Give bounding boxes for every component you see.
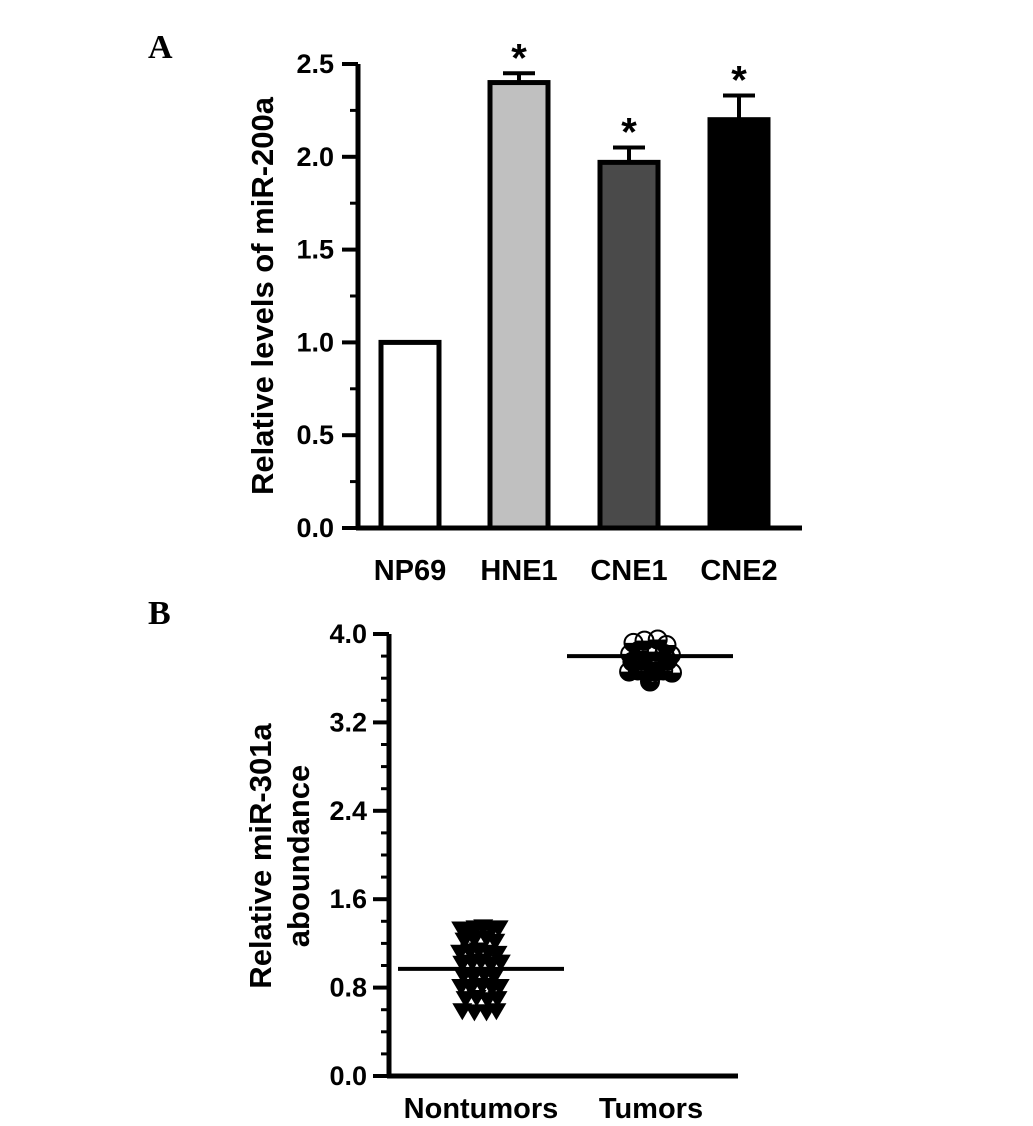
y-axis-title-line-1: Relative miR-301a (243, 723, 278, 989)
y-tick-label: 4.0 (329, 619, 367, 649)
data-point-triangle (489, 978, 510, 996)
y-tick-label: 2.0 (296, 142, 334, 172)
data-point-circle-outline (657, 650, 678, 671)
data-point-circle (662, 662, 682, 683)
data-point-triangle (486, 1003, 507, 1021)
data-point-triangle (488, 920, 509, 938)
data-point-circle-outline (640, 671, 660, 692)
x-category-label: Nontumors (404, 1093, 559, 1125)
significance-asterisk: * (731, 59, 747, 103)
significance-asterisk: * (511, 36, 527, 80)
x-category-label: NP69 (374, 555, 447, 587)
bar-cne1 (597, 159, 661, 531)
y-tick-label: 2.4 (329, 796, 367, 826)
bar-hne1 (487, 80, 551, 531)
y-tick-label: 1.5 (296, 235, 334, 265)
data-point-triangle (485, 933, 506, 951)
data-point-triangle (487, 945, 508, 963)
panel-b-letter: B (148, 595, 171, 632)
data-point-triangle (464, 931, 485, 949)
y-tick-label: 0.0 (329, 1061, 367, 1091)
y-tick-label: 0.0 (296, 513, 334, 543)
data-point-triangle (484, 969, 505, 987)
y-tick-label: 3.2 (329, 707, 367, 737)
data-point-triangle (487, 991, 508, 1009)
y-tick-label: 0.8 (329, 973, 367, 1003)
x-category-label: CNE2 (700, 555, 777, 587)
x-category-label: CNE1 (590, 555, 667, 587)
y-tick-label: 1.6 (329, 884, 367, 914)
panel-a-bar-chart: 0.0 0.5 1.0 1.5 2.0 2.5 NP69 * HNE1 * CNE1 * CNE2 Rel… (245, 36, 802, 587)
significance-asterisk: * (621, 111, 637, 155)
data-point-circle (640, 671, 660, 692)
bar-cne2 (707, 117, 771, 531)
y-axis-title-line-2: aboundance (281, 765, 316, 948)
y-tick-label: 1.0 (296, 327, 334, 357)
x-category-label: HNE1 (480, 555, 557, 587)
data-point-circle-outline (662, 662, 682, 683)
y-axis-title: Relative levels of miR-200a (245, 96, 280, 495)
panel-a-letter: A (148, 29, 173, 66)
bar-np69 (378, 339, 442, 531)
y-tick-label: 2.5 (296, 49, 334, 79)
data-point-triangle (490, 954, 511, 972)
panel-b-scatter-chart: 0.0 0.8 1.6 2.4 3.2 4.0 Nontumors Tumors Relativ… (243, 619, 738, 1125)
x-category-label: Tumors (599, 1093, 703, 1125)
data-point-circle-outline (653, 660, 674, 681)
y-tick-label: 0.5 (296, 420, 334, 450)
